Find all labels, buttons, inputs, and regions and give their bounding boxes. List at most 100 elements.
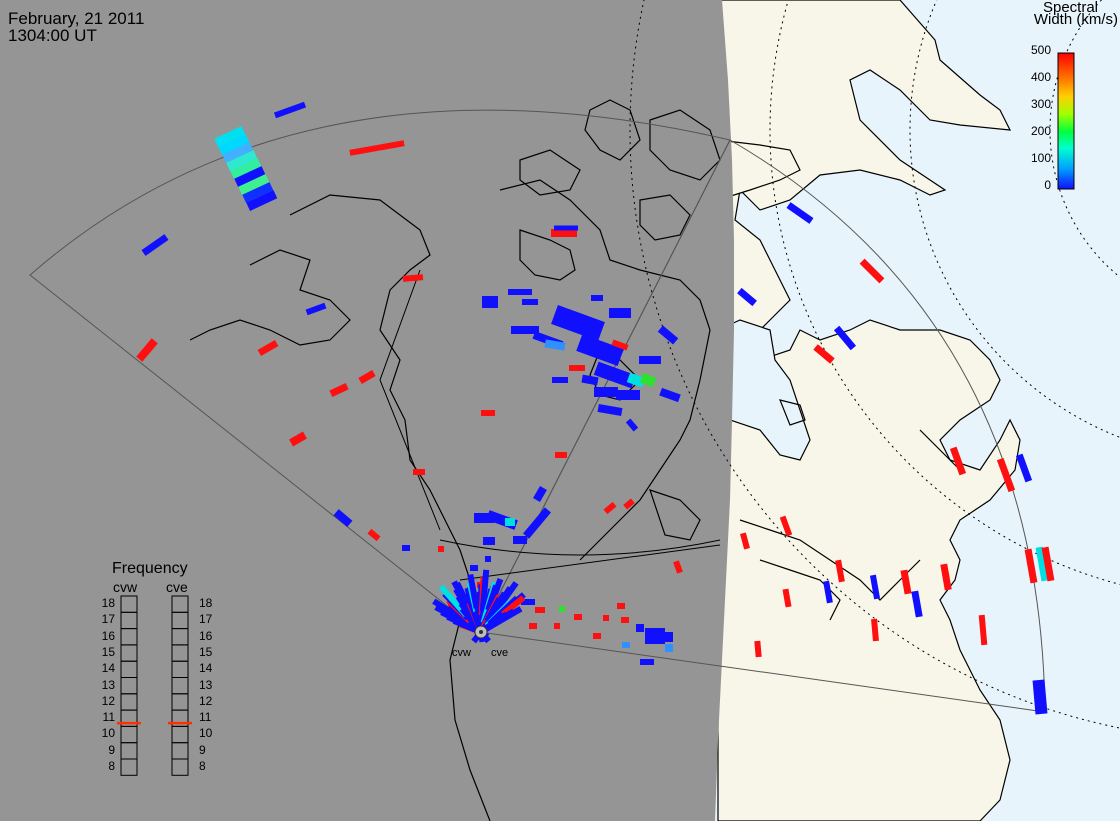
backscatter-cell (665, 632, 673, 642)
backscatter-cells (136, 101, 1055, 715)
backscatter-cell (911, 590, 923, 618)
colorbar (1057, 52, 1075, 190)
backscatter-cell (594, 387, 618, 397)
backscatter-cell (639, 372, 657, 388)
backscatter-cell (779, 515, 793, 537)
backscatter-cell (222, 142, 254, 163)
backscatter-cell (665, 644, 673, 652)
backscatter-cell (218, 134, 250, 155)
backscatter-cell (636, 624, 644, 632)
backscatter-cell (551, 305, 605, 341)
colorbar-tick: 200 (1030, 124, 1051, 138)
backscatter-cell (242, 182, 274, 203)
backscatter-cell (737, 287, 757, 307)
backscatter-cell (438, 546, 444, 552)
backscatter-cell (529, 623, 537, 629)
backscatter-cell (996, 457, 1016, 493)
backscatter-cell (413, 469, 425, 475)
land-east (717, 0, 1021, 821)
backscatter-cell (358, 369, 376, 385)
backscatter-cell (576, 334, 624, 366)
backscatter-cell (491, 581, 519, 616)
backscatter-cell (639, 356, 661, 364)
backscatter-cell (289, 431, 307, 447)
backscatter-cell (978, 614, 988, 646)
backscatter-cell (597, 403, 623, 417)
radar-field-of-view (29, 109, 1046, 713)
backscatter-cell (1035, 546, 1049, 582)
backscatter-cell (859, 258, 885, 284)
backscatter-cell (623, 498, 635, 510)
frequency-gauges (117, 595, 192, 776)
colorbar-tick: 400 (1030, 70, 1051, 84)
backscatter-cell (1032, 679, 1048, 715)
backscatter-cell (481, 410, 495, 416)
backscatter-cell (214, 126, 246, 147)
backscatter-cell (432, 598, 461, 621)
date-label: February, 21 2011 (8, 9, 145, 28)
colorbar-title-line1: Spectral (1042, 0, 1098, 16)
backscatter-cell (402, 274, 424, 282)
backscatter-cell (555, 452, 567, 458)
backscatter-cell (869, 574, 881, 600)
frequency-scale-label: 15 (199, 644, 213, 659)
backscatter-cell (603, 615, 609, 621)
backscatter-cell (508, 289, 532, 295)
backscatter-cell (523, 507, 551, 539)
backscatter-cell (544, 339, 566, 351)
backscatter-cell (479, 569, 490, 612)
backscatter-cell (246, 190, 278, 211)
backscatter-cell (754, 640, 762, 658)
backscatter-cell (485, 556, 491, 562)
frequency-scale-label: 12 (101, 693, 115, 708)
radar-label-east: cve (491, 647, 509, 659)
coastlines-day (739, 399, 961, 621)
backscatter-cell (482, 296, 498, 308)
backscatter-cell (402, 545, 410, 551)
backscatter-cell (823, 580, 833, 604)
backscatter-cell (522, 299, 538, 305)
backscatter-cell (900, 569, 912, 595)
backscatter-cell (226, 150, 258, 171)
backscatter-cell (940, 563, 952, 591)
backscatter-cell (611, 339, 629, 351)
backscatter-cell (593, 633, 601, 639)
radar-site-dot (479, 630, 483, 634)
frequency-gauge-cell (120, 758, 138, 776)
backscatter-cell (234, 166, 266, 187)
backscatter-cell (591, 295, 603, 301)
frequency-cve-label: cve (166, 579, 188, 595)
frequency-scale-label: 14 (101, 661, 115, 676)
frequency-gauge-cell (171, 758, 189, 776)
frequency-scale-label: 18 (199, 596, 213, 610)
backscatter-cell (349, 140, 405, 156)
colorbar-title-line2: Width (km/s) (1033, 11, 1118, 28)
frequency-scale-label: 17 (199, 612, 213, 627)
backscatter-cell (487, 578, 504, 609)
backscatter-cell (521, 599, 535, 605)
backscatter-cell (554, 225, 578, 231)
backscatter-cell (535, 607, 545, 613)
backscatter-cell (305, 302, 327, 316)
backscatter-cell (273, 101, 307, 119)
frequency-scale-label: 14 (199, 661, 213, 676)
frequency-scale-label: 12 (199, 693, 213, 708)
backscatter-cell (782, 588, 792, 608)
backscatter-cell (513, 536, 527, 544)
frequency-scale-label: 8 (199, 759, 206, 773)
colorbar-tick: 300 (1030, 97, 1051, 111)
backscatter-cell (483, 537, 495, 545)
backscatter-cell (673, 560, 683, 574)
frequency-scale-label: 18 (101, 596, 115, 610)
frequency-scale-label: 16 (101, 628, 115, 643)
backscatter-cell (329, 383, 349, 397)
backscatter-cell (551, 229, 577, 237)
radar-label-west: cvw (452, 647, 471, 659)
backscatter-cell (871, 618, 879, 642)
backscatter-cell (617, 603, 625, 609)
backscatter-cell (1041, 546, 1055, 582)
backscatter-cell (659, 387, 681, 403)
backscatter-cell (238, 174, 270, 195)
